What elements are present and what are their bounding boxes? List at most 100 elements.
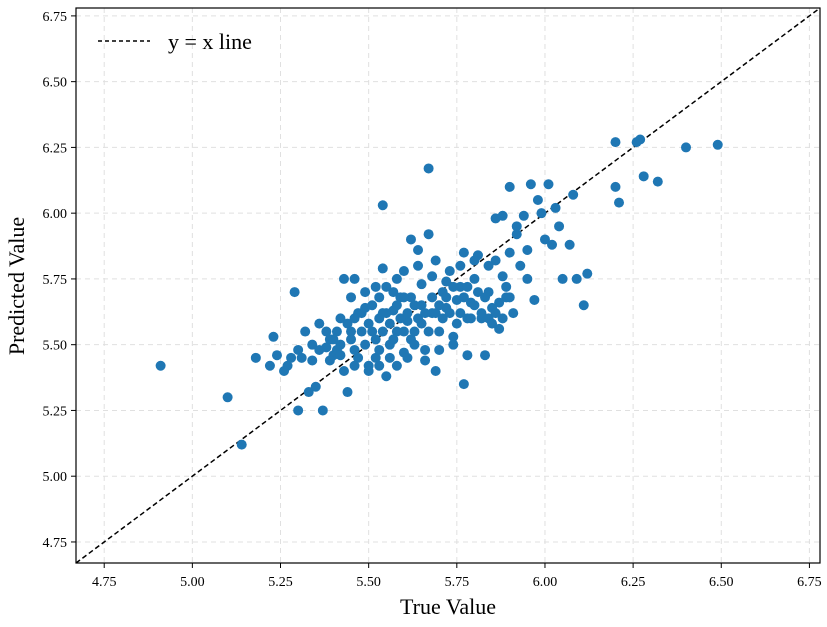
data-point [504, 247, 515, 258]
data-point [356, 326, 367, 337]
data-point [413, 313, 424, 324]
data-point [504, 181, 515, 192]
data-point [271, 350, 282, 361]
data-point [300, 326, 311, 337]
data-point [391, 360, 402, 371]
data-point [430, 255, 441, 266]
data-point [342, 387, 353, 398]
data-point [522, 244, 533, 255]
y-tick-label: 6.00 [43, 207, 68, 222]
data-point [405, 292, 416, 303]
data-point [381, 281, 392, 292]
data-point [310, 381, 321, 392]
data-point [402, 308, 413, 319]
data-point [377, 200, 388, 211]
data-point [420, 344, 431, 355]
data-point [444, 266, 455, 277]
data-point [289, 287, 300, 298]
data-point [465, 313, 476, 324]
data-point [458, 247, 469, 258]
data-point [349, 273, 360, 284]
data-point [525, 179, 536, 190]
y-tick-label: 4.75 [43, 536, 68, 551]
data-point [511, 229, 522, 240]
data-point [434, 326, 445, 337]
y-tick-label: 6.75 [43, 10, 68, 25]
x-axis-label: True Value [400, 594, 496, 619]
data-point [490, 308, 501, 319]
data-point [712, 139, 723, 150]
data-point [504, 292, 515, 303]
data-point [405, 234, 416, 245]
data-point [349, 344, 360, 355]
data-point [321, 326, 332, 337]
data-point [557, 273, 568, 284]
data-point [384, 352, 395, 363]
data-points [155, 134, 723, 450]
data-point [307, 355, 318, 366]
y-tick-label: 6.25 [43, 141, 68, 156]
x-tick-label: 5.50 [356, 575, 381, 590]
x-tick-label: 5.75 [445, 575, 470, 590]
y-tick-label: 5.00 [43, 470, 68, 485]
data-point [441, 292, 452, 303]
data-point [448, 281, 459, 292]
data-point [490, 213, 501, 224]
data-point [236, 439, 247, 450]
data-point [335, 350, 346, 361]
data-point [480, 350, 491, 361]
data-point [409, 326, 420, 337]
data-point [448, 339, 459, 350]
data-point [469, 255, 480, 266]
data-point [472, 287, 483, 298]
data-point [314, 318, 325, 329]
data-point [423, 229, 434, 240]
data-point [564, 239, 575, 250]
data-point [508, 308, 519, 319]
data-point [307, 339, 318, 350]
data-point [497, 271, 508, 282]
data-point [543, 179, 554, 190]
data-point [416, 279, 427, 290]
data-point [353, 352, 364, 363]
y-tick-label: 6.50 [43, 76, 68, 91]
data-point [487, 318, 498, 329]
data-point [377, 263, 388, 274]
data-point [250, 352, 261, 363]
data-point [451, 318, 462, 329]
data-point [554, 221, 565, 232]
data-point [346, 326, 357, 337]
data-point [286, 352, 297, 363]
data-point [398, 326, 409, 337]
data-point [413, 244, 424, 255]
data-point [370, 334, 381, 345]
data-point [413, 260, 424, 271]
data-point [539, 234, 550, 245]
data-point [264, 360, 275, 371]
data-point [638, 171, 649, 182]
data-point [434, 344, 445, 355]
data-point [349, 360, 360, 371]
x-tick-label: 6.50 [709, 575, 734, 590]
x-tick-label: 5.00 [180, 575, 205, 590]
y-tick-label: 5.25 [43, 404, 68, 419]
data-point [462, 281, 473, 292]
x-tick-label: 6.00 [533, 575, 558, 590]
y-axis-ticks: 4.75 5.00 5.25 5.50 5.75 6.00 6.25 6.50 6.75 [43, 10, 76, 551]
data-point [338, 365, 349, 376]
data-point [462, 350, 473, 361]
data-point [335, 313, 346, 324]
data-point [360, 287, 371, 298]
x-axis-ticks: 4.75 5.00 5.25 5.50 5.75 6.00 6.25 6.50 6.75 [92, 563, 822, 590]
data-point [391, 300, 402, 311]
data-point [522, 273, 533, 284]
data-point [532, 195, 543, 206]
data-point [529, 294, 540, 305]
data-point [494, 323, 505, 334]
data-point [511, 221, 522, 232]
data-point [610, 137, 621, 148]
data-point [448, 331, 459, 342]
data-point [409, 339, 420, 350]
data-point [536, 208, 547, 219]
